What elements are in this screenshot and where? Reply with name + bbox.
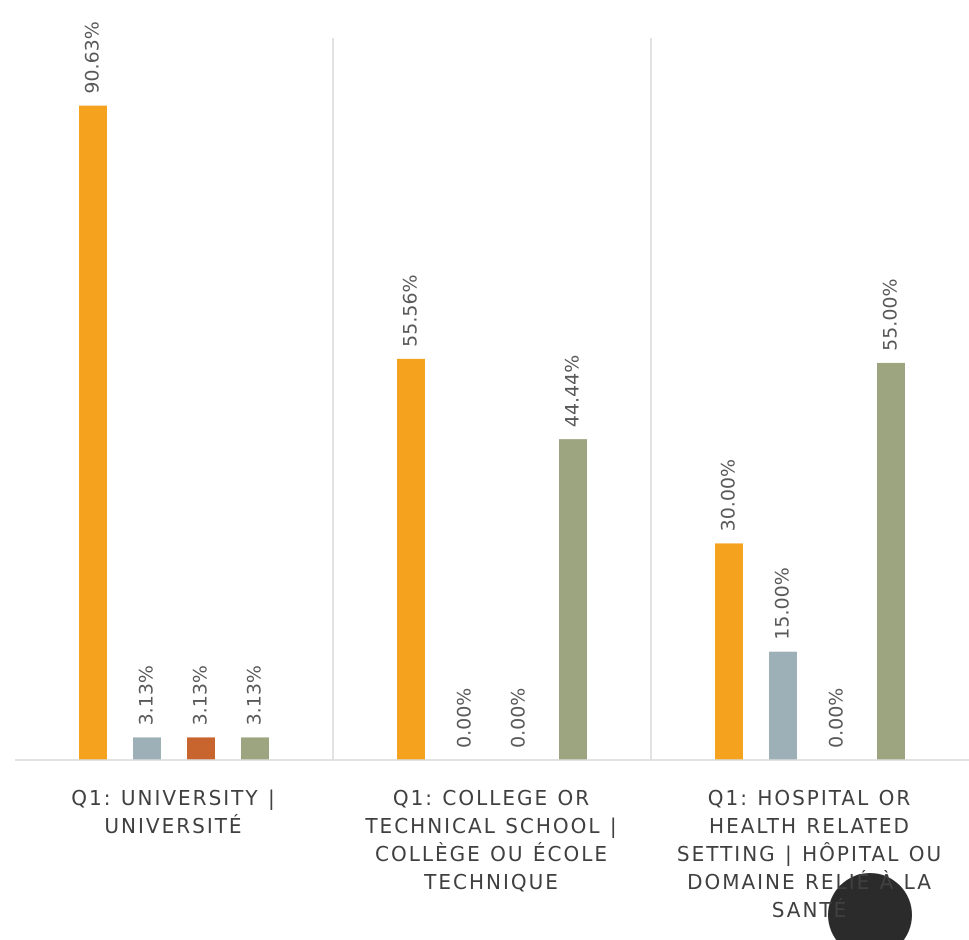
x-tick-label: Q1: UNIVERSITY | UNIVERSITÉ bbox=[71, 786, 277, 838]
bar bbox=[241, 737, 269, 760]
x-tick-label: Q1: HOSPITAL OR HEALTH RELATED SETTING |… bbox=[676, 786, 944, 922]
data-label: 90.63% bbox=[82, 21, 104, 93]
bar bbox=[397, 358, 425, 760]
bar bbox=[877, 362, 905, 760]
bar bbox=[769, 651, 797, 760]
data-label: 55.56% bbox=[400, 274, 422, 346]
data-label: 3.13% bbox=[136, 665, 158, 725]
data-label: 44.44% bbox=[562, 355, 584, 427]
data-label: 0.00% bbox=[454, 688, 476, 748]
data-label: 55.00% bbox=[880, 278, 902, 350]
bar bbox=[79, 105, 107, 761]
bar bbox=[715, 543, 743, 760]
x-tick-label: Q1: COLLEGE OR TECHNICAL SCHOOL | COLLÈG… bbox=[365, 786, 619, 894]
bar bbox=[187, 737, 215, 760]
data-label: 3.13% bbox=[244, 665, 266, 725]
decoration bbox=[828, 873, 912, 940]
bar bbox=[133, 737, 161, 760]
data-label: 3.13% bbox=[190, 665, 212, 725]
data-label: 0.00% bbox=[826, 688, 848, 748]
data-label: 0.00% bbox=[508, 688, 530, 748]
data-label: 15.00% bbox=[772, 567, 794, 639]
data-label: 30.00% bbox=[718, 459, 740, 531]
bar bbox=[559, 439, 587, 760]
